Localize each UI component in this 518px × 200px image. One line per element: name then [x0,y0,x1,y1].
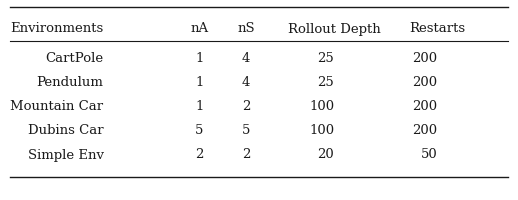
Text: 20: 20 [318,148,334,162]
Text: Environments: Environments [10,22,104,36]
Text: 4: 4 [242,52,250,66]
Text: 200: 200 [412,124,438,138]
Text: 50: 50 [421,148,438,162]
Text: Rollout Depth: Rollout Depth [287,22,381,36]
Text: 200: 200 [412,100,438,114]
Text: 1: 1 [195,52,204,66]
Text: 100: 100 [309,124,334,138]
Text: nS: nS [237,22,255,36]
Text: Mountain Car: Mountain Car [10,100,104,114]
Text: 100: 100 [309,100,334,114]
Text: Restarts: Restarts [410,22,466,36]
Text: Simple Env: Simple Env [27,148,104,162]
Text: 5: 5 [195,124,204,138]
Text: 4: 4 [242,76,250,90]
Text: 2: 2 [195,148,204,162]
Text: nA: nA [191,22,208,36]
Text: 200: 200 [412,52,438,66]
Text: 5: 5 [242,124,250,138]
Text: CartPole: CartPole [46,52,104,66]
Text: 25: 25 [318,52,334,66]
Text: Dubins Car: Dubins Car [28,124,104,138]
Text: 200: 200 [412,76,438,90]
Text: 1: 1 [195,100,204,114]
Text: 1: 1 [195,76,204,90]
Text: 2: 2 [242,148,250,162]
Text: Pendulum: Pendulum [37,76,104,90]
Text: 25: 25 [318,76,334,90]
Text: 2: 2 [242,100,250,114]
